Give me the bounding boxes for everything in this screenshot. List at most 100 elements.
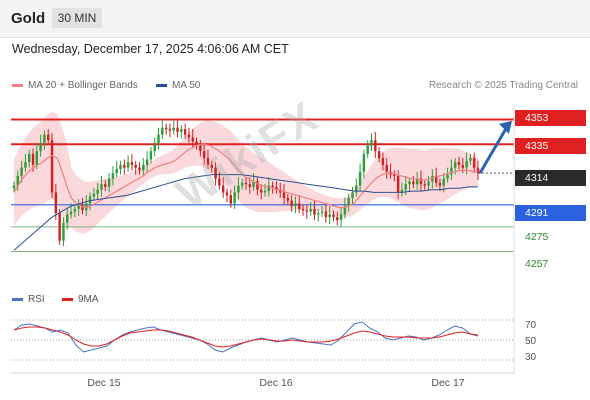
candle-body (290, 200, 293, 207)
candle-body (16, 175, 20, 186)
bollinger-band-area (14, 111, 478, 234)
candle-body (77, 204, 80, 209)
level-tag-4353: 4353 (515, 110, 586, 126)
timestamp: Wednesday, December 17, 2025 4:06:06 AM … (12, 42, 289, 56)
candle-body (324, 211, 328, 218)
candle-body (343, 206, 347, 215)
candle-body (229, 195, 233, 204)
candle-body (465, 160, 468, 168)
candle-body (472, 158, 476, 168)
ma50-swatch (156, 83, 167, 87)
candle-body (168, 129, 172, 131)
candle-body (180, 129, 183, 132)
candle-body (47, 134, 50, 141)
candle-body (446, 174, 449, 179)
candle-body (134, 164, 137, 168)
rsi-tick-70: 70 (525, 320, 537, 331)
candle-body (104, 184, 107, 187)
candle-body (423, 184, 426, 186)
candle-body (301, 208, 305, 211)
candle-body (218, 178, 221, 186)
candle-body (294, 203, 297, 207)
credit-text: Research © 2025 Trading Central (428, 80, 578, 91)
candle-body (400, 189, 404, 193)
candle-body (328, 214, 331, 218)
ma50-line (13, 174, 478, 251)
candle-body (404, 184, 407, 190)
rsi-legend-label: RSI (28, 294, 45, 305)
ma20-label: MA 20 + Bollinger Bands (28, 80, 138, 91)
candle-body (442, 178, 445, 186)
timeframe-badge[interactable]: 30 MIN (52, 8, 102, 28)
candle-body (92, 193, 96, 197)
forecast-arrow-head (499, 120, 512, 134)
candle-body (100, 184, 103, 190)
candle-body (111, 173, 115, 179)
level-tag-4291: 4291 (515, 205, 586, 221)
candle-body (351, 192, 354, 198)
legend-rsi-ma: 9MA (62, 294, 99, 305)
candle-body (119, 164, 122, 170)
level-label-4257: 4257 (525, 258, 549, 270)
candle-body (225, 192, 229, 196)
candle-body (50, 140, 54, 193)
candle-body (210, 164, 213, 168)
candle-body (317, 213, 320, 215)
candle-body (161, 127, 164, 135)
candle-body (309, 208, 312, 212)
candle-body (12, 185, 16, 189)
candle-body (233, 192, 236, 204)
candle-body (199, 145, 202, 152)
candle-body (149, 151, 153, 160)
legend-ma50: MA 50 (156, 80, 200, 91)
candle-body (393, 174, 396, 176)
candle-body (221, 185, 225, 193)
candle-body (107, 178, 111, 187)
candle-body (187, 134, 191, 138)
ma20-swatch (12, 83, 23, 87)
candle-body (366, 145, 369, 154)
ma50-label: MA 50 (172, 80, 201, 91)
candle-body (374, 140, 377, 152)
candle-body (115, 169, 118, 174)
candle-body (176, 127, 179, 132)
candle-body (385, 164, 388, 172)
candle-body (358, 171, 362, 186)
rsi-ma-swatch (62, 297, 73, 301)
candle-body (183, 129, 187, 135)
candle-body (244, 182, 248, 185)
candle-body (164, 127, 168, 130)
candle-body (214, 167, 217, 179)
candle-body (96, 189, 99, 194)
candle-body (267, 185, 271, 192)
ma20-line (13, 143, 478, 209)
candle-body (427, 181, 430, 186)
candle-body (81, 204, 84, 211)
forecast-arrow-shaft (478, 126, 509, 174)
candle-body (172, 127, 175, 131)
rsi-ma-legend-label: 9MA (78, 294, 99, 305)
candle-body (123, 164, 126, 168)
candle-body (438, 182, 442, 186)
title-bar: Gold 30 MIN (0, 0, 590, 38)
candle-body (142, 164, 145, 171)
candle-body (434, 175, 438, 183)
x-tick-dec16: Dec 16 (259, 377, 293, 389)
candle-body (469, 158, 472, 161)
level-label-4275: 4275 (525, 231, 549, 243)
candle-body (286, 197, 290, 201)
candle-body (320, 211, 324, 214)
candle-body (248, 184, 252, 187)
candle-body (157, 134, 160, 143)
legend-ma20: MA 20 + Bollinger Bands (12, 80, 138, 91)
candle-body (381, 158, 385, 165)
candle-body (305, 210, 309, 212)
symbol-label: Gold (11, 10, 46, 27)
candle-body (54, 192, 58, 214)
candle-body (362, 153, 366, 172)
candle-body (408, 181, 411, 185)
candle-body (43, 134, 46, 143)
x-tick-dec17: Dec 17 (431, 377, 465, 389)
candle-body (62, 222, 65, 241)
